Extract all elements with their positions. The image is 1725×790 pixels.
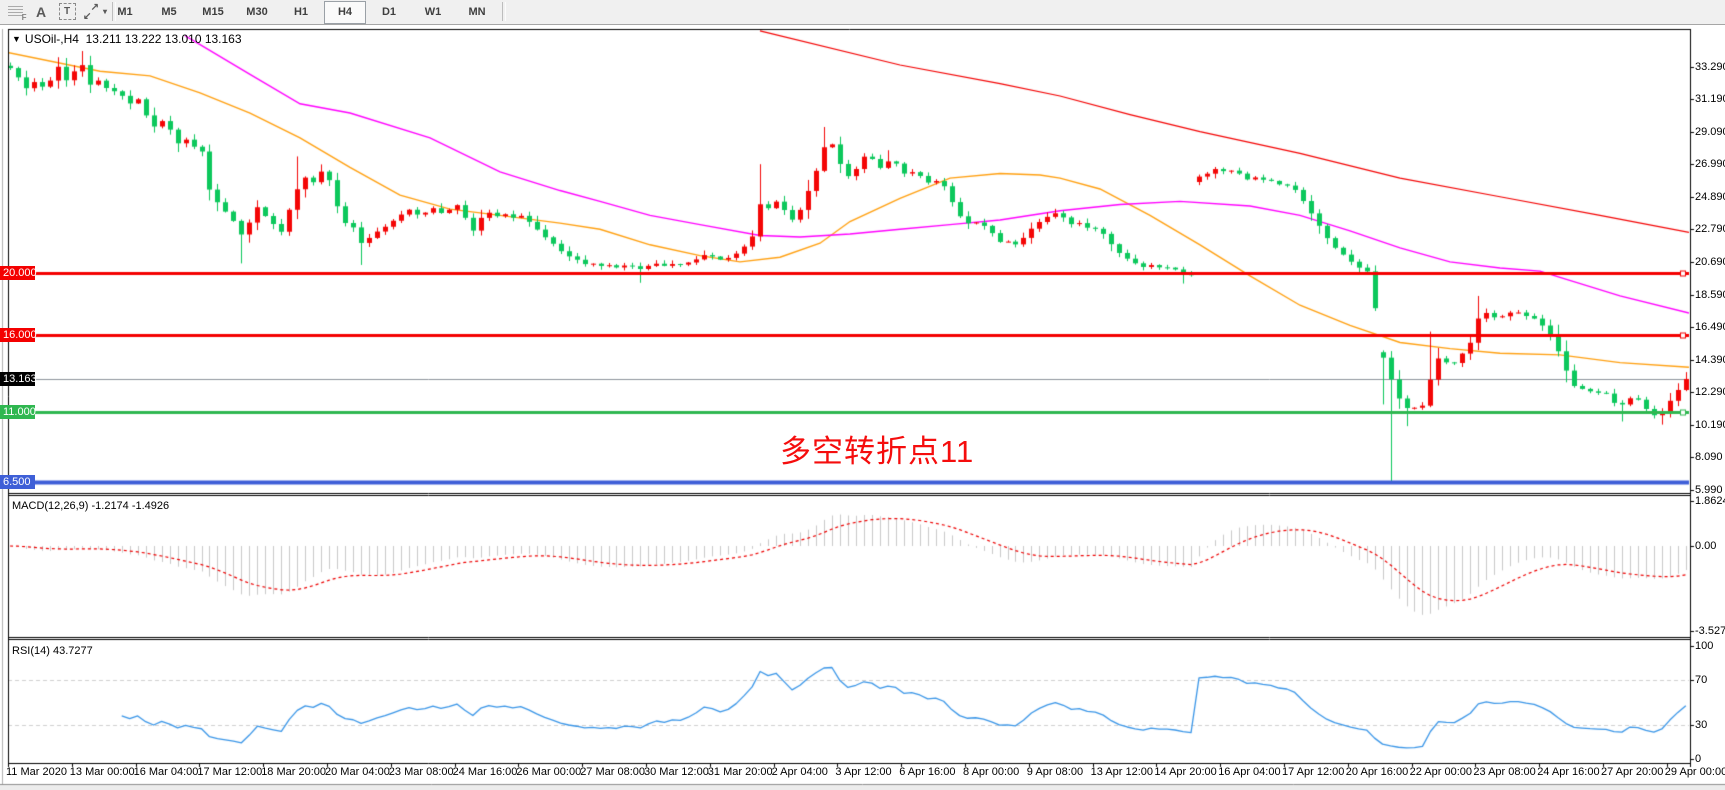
date-axis-label: 17 Mar 12:00 bbox=[197, 766, 263, 778]
macd-values: -1.2174 -1.4926 bbox=[91, 500, 170, 512]
price-axis-label: 16.490 bbox=[1695, 321, 1725, 334]
date-axis-label: 26 Mar 00:00 bbox=[516, 766, 582, 778]
chart-title: ▼ USOil-,H4 13.211 13.222 13.010 13.163 bbox=[12, 32, 242, 46]
toolbar-separator bbox=[112, 2, 116, 21]
date-axis-label: 17 Apr 12:00 bbox=[1282, 766, 1345, 778]
macd-pane-label: MACD(12,26,9) -1.2174 -1.4926 bbox=[12, 500, 170, 512]
timeframe-button-M15[interactable]: M15 bbox=[202, 6, 224, 18]
date-axis-label: 16 Apr 04:00 bbox=[1218, 766, 1281, 778]
price-line-badge-11.000: 11.000 bbox=[0, 405, 36, 420]
price-axis-label: 8.090 bbox=[1695, 451, 1723, 464]
text-box-icon[interactable]: T bbox=[56, 2, 78, 21]
timeframe-button-H4[interactable]: H4 bbox=[324, 1, 366, 24]
price-line-badge-20.000: 20.000 bbox=[0, 265, 37, 280]
date-axis-label: 18 Mar 20:00 bbox=[261, 766, 327, 778]
chart-text-annotation: 多空转折点11 bbox=[780, 434, 975, 469]
date-axis-label: 2 Apr 04:00 bbox=[771, 766, 828, 778]
date-axis-label: 9 Apr 08:00 bbox=[1026, 766, 1084, 778]
price-axis-label: 12.290 bbox=[1695, 386, 1725, 399]
date-axis-label: 20 Apr 16:00 bbox=[1345, 766, 1409, 778]
date-axis-label: 22 Apr 00:00 bbox=[1409, 766, 1472, 778]
date-axis-label: 3 Apr 12:00 bbox=[835, 766, 892, 778]
date-axis-label: 16 Mar 04:00 bbox=[133, 766, 199, 778]
crosshair-arrows-icon[interactable]: ↗ ↙ bbox=[83, 1, 99, 22]
macd-axis-label: 0.00 bbox=[1695, 540, 1717, 552]
date-axis-label: 24 Mar 16:00 bbox=[452, 766, 518, 778]
price-axis-label: 33.290 bbox=[1695, 60, 1725, 73]
rsi-value: 43.7277 bbox=[52, 645, 93, 657]
date-axis-label: 24 Apr 16:00 bbox=[1537, 766, 1600, 778]
date-axis-label: 8 Apr 00:00 bbox=[963, 766, 1020, 778]
rsi-pane-label: RSI(14) 43.7277 bbox=[12, 645, 93, 657]
dropdown-caret-icon[interactable]: ▾ bbox=[102, 7, 107, 16]
timeframe-button-D1[interactable]: D1 bbox=[381, 6, 397, 18]
date-axis-label: 13 Apr 12:00 bbox=[1090, 766, 1153, 778]
grid-glyph: F bbox=[7, 5, 27, 22]
chevron-down-icon[interactable]: ▼ bbox=[12, 34, 21, 44]
date-axis-label: 11 Mar 2020 bbox=[6, 766, 67, 778]
macd-axis-label: -3.5273 bbox=[1695, 624, 1725, 637]
date-axis-label: 23 Mar 08:00 bbox=[388, 766, 454, 778]
timeframe-button-H1[interactable]: H1 bbox=[293, 6, 309, 18]
timeframe-button-MN[interactable]: MN bbox=[468, 6, 486, 18]
price-axis-label: 5.990 bbox=[1695, 483, 1723, 496]
rsi-axis-label: 30 bbox=[1695, 719, 1708, 732]
ohlc-values: 13.211 13.222 13.010 13.163 bbox=[85, 32, 242, 46]
price-axis-label: 18.590 bbox=[1695, 288, 1725, 301]
toolbar: F A T ↗ ↙ ▾ M1 M5 M15 M30 H1 H4 D1 W1 MN bbox=[0, 0, 1725, 25]
price-axis-label: 20.690 bbox=[1695, 256, 1725, 268]
date-axis-label: 31 Mar 20:00 bbox=[707, 766, 773, 778]
price-axis-label: 10.190 bbox=[1695, 418, 1725, 431]
macd-axis-label: 1.8624 bbox=[1695, 495, 1725, 508]
date-axis-label: 6 Apr 16:00 bbox=[899, 766, 956, 778]
date-axis-label: 14 Apr 20:00 bbox=[1154, 766, 1217, 778]
date-axis-label: 20 Mar 04:00 bbox=[325, 766, 390, 778]
date-axis-label: 27 Mar 08:00 bbox=[580, 766, 646, 778]
date-axis-label: 23 Apr 08:00 bbox=[1473, 766, 1536, 778]
date-axis-label: 27 Apr 20:00 bbox=[1601, 766, 1664, 778]
rsi-axis-label: 70 bbox=[1695, 673, 1708, 686]
price-axis-label: 31.190 bbox=[1695, 93, 1725, 106]
price-line-badge-6.500: 6.500 bbox=[0, 474, 35, 489]
timeframe-button-M1[interactable]: M1 bbox=[117, 6, 133, 18]
price-axis-label: 24.890 bbox=[1695, 190, 1725, 203]
symbol-period-label: USOil-,H4 bbox=[24, 32, 79, 46]
date-axis-label: 29 Apr 00:00 bbox=[1664, 766, 1725, 778]
date-axis-label: 13 Mar 00:00 bbox=[69, 766, 135, 778]
price-line-badge-16.000: 16.000 bbox=[0, 327, 37, 342]
date-axis-label: 30 Mar 12:00 bbox=[644, 766, 709, 778]
chart-shift-icon[interactable]: F bbox=[4, 2, 27, 22]
price-axis-label: 14.390 bbox=[1695, 353, 1725, 366]
rsi-axis-label: 100 bbox=[1695, 640, 1714, 652]
timeframe-button-M30[interactable]: M30 bbox=[246, 6, 268, 18]
timeframe-button-M5[interactable]: M5 bbox=[161, 6, 177, 18]
text-label-icon[interactable]: A bbox=[35, 3, 47, 20]
price-axis-label: 22.790 bbox=[1695, 223, 1725, 236]
rsi-axis-label: 0 bbox=[1695, 753, 1702, 765]
price-axis-label: 29.090 bbox=[1695, 125, 1725, 138]
price-line-badge-13.163: 13.163 bbox=[0, 371, 37, 386]
timeframe-button-W1[interactable]: W1 bbox=[424, 6, 442, 18]
price-axis-label: 26.990 bbox=[1695, 158, 1725, 171]
toolbar-separator bbox=[502, 2, 506, 21]
